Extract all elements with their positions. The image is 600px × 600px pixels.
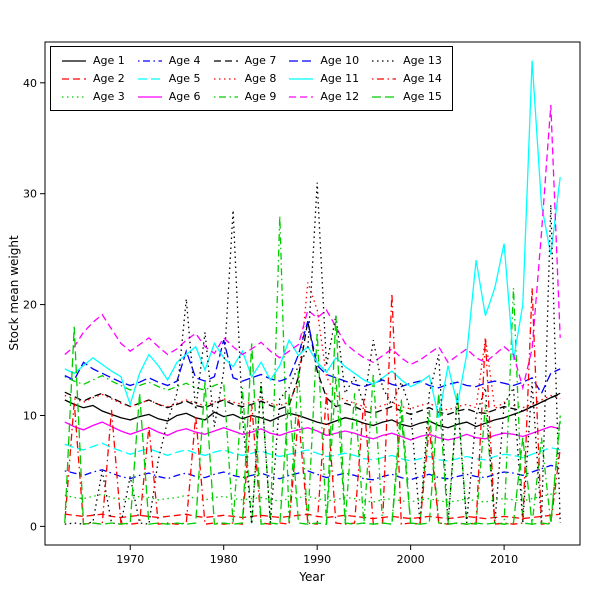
- x-tick-label: 1970: [116, 553, 144, 566]
- series-line-age-10: [64, 321, 561, 395]
- legend-label: Age 2: [93, 72, 125, 85]
- legend-line-sample-icon: [62, 77, 86, 80]
- legend-line-sample-icon: [372, 95, 397, 98]
- legend-item: Age 5: [137, 72, 201, 85]
- legend-label: Age 11: [320, 72, 360, 85]
- series-line-age-3: [64, 491, 561, 503]
- legend-item: Age 12: [288, 90, 359, 103]
- legend-item: Age 10: [288, 54, 359, 67]
- legend-item: Age 8: [213, 72, 277, 85]
- legend-label: Age 15: [403, 90, 442, 103]
- y-tick-label: 40: [23, 77, 37, 90]
- legend-line-sample-icon: [372, 59, 397, 62]
- legend-line-sample-icon: [137, 59, 162, 62]
- y-tick-label: 0: [30, 520, 37, 533]
- legend-label: Age 6: [168, 90, 201, 103]
- legend-label: Age 4: [168, 54, 201, 67]
- legend-label: Age 14: [403, 72, 442, 85]
- legend-line-sample-icon: [62, 59, 86, 62]
- y-tick-label: 20: [23, 299, 37, 312]
- legend-item: Age 11: [288, 72, 359, 85]
- legend-item: Age 15: [371, 90, 442, 103]
- series-line-age-4: [64, 464, 561, 481]
- legend-label: Age 8: [244, 72, 277, 85]
- y-axis-title: Stock mean weight: [7, 235, 21, 351]
- legend-item: Age 3: [61, 90, 125, 103]
- x-axis-title: Year: [299, 570, 325, 584]
- legend-label: Age 7: [244, 54, 277, 67]
- legend-line-sample-icon: [289, 77, 314, 80]
- legend-line-sample-icon: [213, 95, 238, 98]
- series-line-age-8: [64, 282, 561, 411]
- legend-label: Age 12: [320, 90, 360, 103]
- series-line-age-11: [64, 60, 561, 418]
- legend-line-sample-icon: [289, 95, 314, 98]
- x-tick-label: 2000: [397, 553, 425, 566]
- series-line-age-15: [64, 315, 561, 525]
- series-line-age-5: [64, 442, 561, 462]
- series-line-age-14: [64, 287, 561, 525]
- plot-box: [44, 41, 581, 546]
- series-line-age-2: [64, 513, 561, 520]
- legend-label: Age 10: [320, 54, 360, 67]
- legend-item: Age 7: [213, 54, 277, 67]
- legend-item: Age 4: [137, 54, 201, 67]
- x-tick-label: 1980: [210, 553, 238, 566]
- legend-item: Age 9: [213, 90, 277, 103]
- legend-label: Age 13: [403, 54, 442, 67]
- legend-line-sample-icon: [372, 77, 397, 80]
- legend-label: Age 5: [168, 72, 201, 85]
- legend-line-sample-icon: [289, 59, 314, 62]
- legend-line-sample-icon: [137, 77, 162, 80]
- x-tick-label: 1990: [303, 553, 331, 566]
- legend-item: Age 1: [61, 54, 125, 67]
- legend: Age 1 Age 2 Age 3 Age 4 Age 5 Age 6 Age 7 Age 8…: [50, 46, 453, 111]
- legend-label: Age 3: [93, 90, 125, 103]
- y-tick-label: 10: [23, 409, 37, 422]
- legend-line-sample-icon: [62, 95, 86, 98]
- legend-line-sample-icon: [213, 77, 238, 80]
- legend-item: Age 6: [137, 90, 201, 103]
- legend-item: Age 14: [371, 72, 442, 85]
- legend-line-sample-icon: [213, 59, 238, 62]
- series-line-age-12: [64, 104, 561, 391]
- legend-item: Age 13: [371, 54, 442, 67]
- legend-label: Age 9: [244, 90, 277, 103]
- legend-item: Age 2: [61, 72, 125, 85]
- y-tick-label: 30: [23, 188, 37, 201]
- x-tick-label: 2010: [490, 553, 518, 566]
- legend-label: Age 1: [93, 54, 125, 67]
- series-line-age-1: [64, 392, 561, 429]
- legend-line-sample-icon: [137, 95, 162, 98]
